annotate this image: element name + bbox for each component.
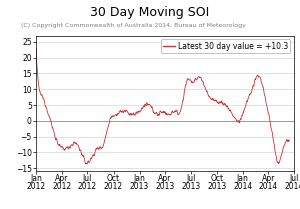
Legend: Latest 30 day value = +10.3: Latest 30 day value = +10.3 bbox=[161, 39, 290, 53]
Text: (C) Copyright Commonwealth of Australia 2014, Bureau of Meteorology: (C) Copyright Commonwealth of Australia … bbox=[21, 23, 246, 28]
Text: 30 Day Moving SOI: 30 Day Moving SOI bbox=[90, 6, 210, 19]
